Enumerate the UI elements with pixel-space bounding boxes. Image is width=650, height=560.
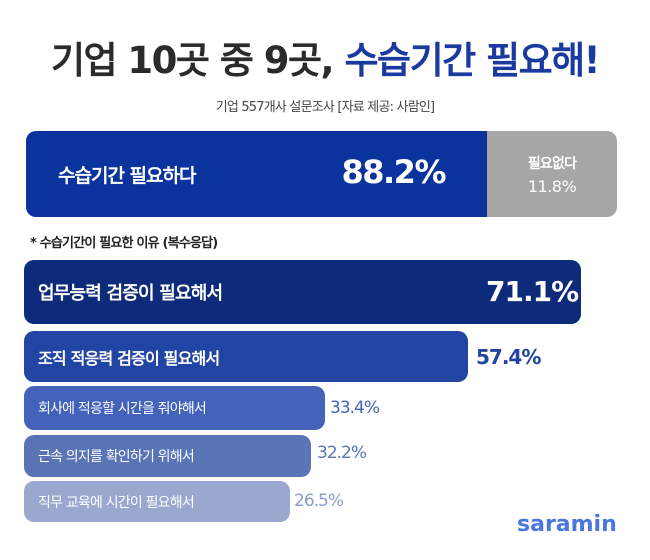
reason-label: 회사에 적응할 시간을 줘야해서 (38, 401, 207, 417)
need-yes-value: 88.2% (341, 153, 446, 191)
reason-label: 조직 적응력 검증이 필요해서 (38, 348, 220, 368)
reasons-note: * 수습기간이 필요한 이유 (복수응답) (30, 236, 218, 251)
reason-value: 71.1% (486, 275, 579, 308)
reason-value: 32.2% (317, 443, 367, 463)
title-accent: 수습기간 필요해! (344, 39, 600, 82)
reason-bar: 직무 교육에 시간이 필요해서 (24, 481, 290, 522)
need-yes-label: 수습기간 필요하다 (58, 165, 196, 187)
reason-bar: 조직 적응력 검증이 필요해서 (24, 331, 468, 382)
reason-label: 직무 교육에 시간이 필요해서 (38, 494, 195, 511)
need-split-bar: 수습기간 필요하다 88.2% 필요없다 11.8% (26, 131, 617, 217)
reason-value: 33.4% (330, 398, 380, 418)
reason-bar: 업무능력 검증이 필요해서 (24, 260, 581, 324)
saramin-logo: saramin (517, 512, 617, 537)
reason-bar: 근속 의지를 확인하기 위해서 (24, 435, 311, 477)
page-title: 기업 10곳 중 9곳, 수습기간 필요해! (0, 30, 650, 84)
need-yes-segment: 수습기간 필요하다 88.2% (26, 131, 487, 217)
title-plain: 기업 10곳 중 9곳, (50, 39, 345, 82)
reason-value: 57.4% (476, 345, 541, 369)
reason-value: 26.5% (294, 491, 344, 511)
need-no-label: 필요없다 (527, 155, 577, 172)
need-no-value: 11.8% (527, 176, 577, 196)
need-no-segment: 필요없다 11.8% (487, 131, 617, 217)
reason-label: 근속 의지를 확인하기 위해서 (38, 449, 195, 465)
reason-bar: 회사에 적응할 시간을 줘야해서 (24, 386, 325, 430)
subtitle: 기업 557개사 설문조사 [자료 제공: 사람인] (215, 100, 435, 115)
reason-label: 업무능력 검증이 필요해서 (38, 283, 223, 304)
